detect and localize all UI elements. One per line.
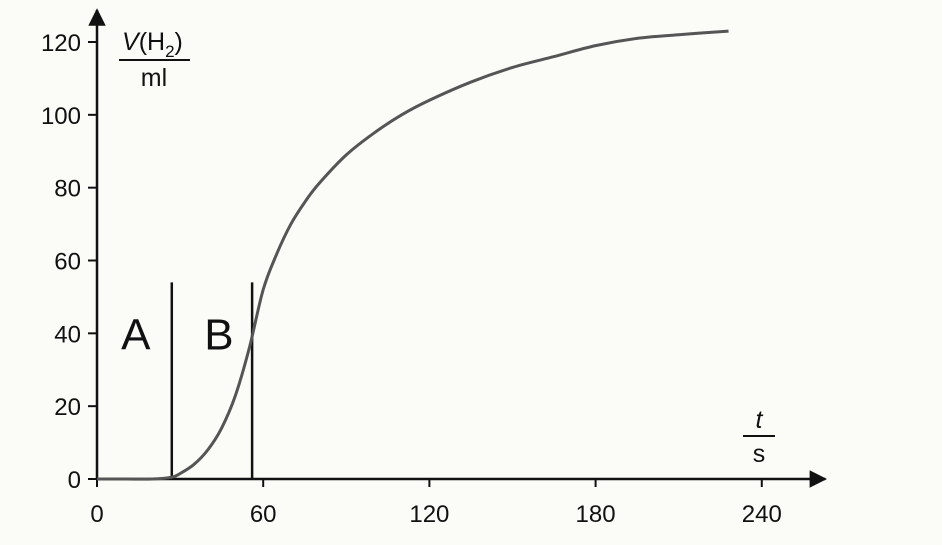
y-axis-label-var: V (122, 28, 141, 56)
x-tick-label: 120 (409, 501, 449, 528)
y-axis-label: V(H2) ml (119, 28, 190, 92)
svg-text:V(H2): V(H2) (122, 28, 183, 61)
y-tick-label: 0 (68, 467, 81, 494)
x-axis-label: t s (743, 406, 775, 468)
y-axis-label-subscript: 2 (165, 42, 174, 61)
region-label: A (121, 310, 151, 359)
y-axis-label-unit: ml (141, 64, 167, 92)
y-tick-label: 60 (54, 249, 81, 276)
y-tick-label: 20 (54, 394, 81, 421)
x-tick-label: 60 (250, 501, 277, 528)
y-axis-label-paren-open: (H (139, 28, 165, 56)
y-tick-label: 120 (41, 30, 81, 57)
y-axis-label-paren-close: ) (175, 28, 183, 56)
x-axis-label-unit: s (753, 440, 766, 468)
x-tick-label: 240 (742, 501, 782, 528)
y-tick-label: 100 (41, 103, 81, 130)
region-label: B (204, 310, 233, 359)
y-tick-label: 40 (54, 321, 81, 348)
y-tick-label: 80 (54, 176, 81, 203)
x-axis-label-var: t (756, 406, 764, 434)
x-tick-label: 180 (576, 501, 616, 528)
hydrogen-volume-curve (96, 29, 729, 481)
x-tick-label: 0 (90, 501, 103, 528)
